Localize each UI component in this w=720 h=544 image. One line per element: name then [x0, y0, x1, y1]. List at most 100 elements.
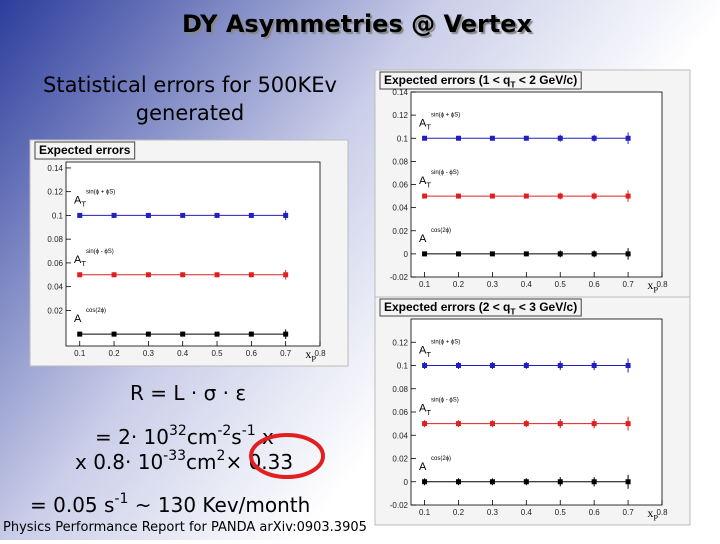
marker — [591, 421, 597, 427]
series-label: AT — [419, 117, 431, 131]
x-tick-label: 0.1 — [419, 508, 431, 517]
marker — [489, 479, 495, 485]
marker — [422, 135, 428, 141]
series-superscript: sin(ϕ + ϕS) — [86, 189, 115, 195]
x-tick-label: 0.5 — [555, 280, 567, 289]
x-tick-label: 0.3 — [487, 280, 499, 289]
text-piece: Expected errors (1 < q — [384, 73, 510, 87]
marker — [145, 212, 151, 218]
text-piece: cm — [187, 425, 217, 449]
x-tick-label: 0.1 — [74, 349, 86, 358]
marker — [625, 479, 631, 485]
marker — [283, 212, 289, 218]
x-tick-label: 0.7 — [623, 508, 635, 517]
series-label: AT — [419, 403, 431, 417]
series-superscript: sin(ϕ + ϕS) — [431, 340, 460, 346]
marker — [625, 135, 631, 141]
text-piece: P — [653, 514, 658, 523]
marker — [422, 251, 428, 257]
series-superscript: sin(ϕ - ϕS) — [86, 249, 114, 255]
marker — [625, 363, 631, 368]
marker — [523, 193, 529, 199]
text-piece: -1 — [242, 423, 256, 439]
marker — [422, 363, 428, 368]
series-label: A — [74, 313, 82, 325]
text-piece: < 2 GeV/c) — [516, 73, 578, 87]
marker — [248, 331, 254, 337]
text-piece: A — [74, 194, 82, 206]
marker — [111, 331, 117, 337]
marker — [489, 421, 495, 427]
text-piece: Expected errors — [39, 143, 131, 157]
marker — [625, 251, 631, 257]
marker — [422, 193, 428, 199]
x-tick-label: 0.6 — [246, 349, 258, 358]
marker — [214, 212, 220, 218]
marker — [591, 251, 597, 257]
y-tick-label: 0.08 — [392, 157, 408, 166]
marker — [591, 193, 597, 199]
text-piece: A — [419, 403, 427, 415]
series-superscript: sin(ϕ + ϕS) — [431, 112, 460, 118]
x-tick-label: 0.8 — [656, 280, 668, 289]
y-tick-label: 0.08 — [47, 235, 63, 244]
marker — [422, 479, 428, 485]
text-piece: x 0.8· 10 — [75, 450, 163, 474]
y-tick-label: 0.04 — [392, 431, 408, 440]
text-piece: A — [419, 117, 427, 129]
chart: Expected errors (1 < qT < 2 GeV/c)-0.020… — [374, 69, 691, 298]
x-tick-label: 0.1 — [419, 280, 431, 289]
x-tick-label: 0.2 — [453, 280, 465, 289]
y-tick-label: 0.06 — [47, 259, 63, 268]
x-tick-label: 0.2 — [108, 349, 120, 358]
y-tick-label: 0.06 — [392, 408, 408, 417]
text-piece: T — [81, 259, 86, 268]
x-tick-label: 0.8 — [314, 349, 326, 358]
y-tick-label: 0.12 — [392, 111, 408, 120]
text-piece: 2 — [217, 448, 226, 464]
marker — [625, 193, 631, 199]
series-superscript: cos(2ϕ) — [431, 228, 451, 234]
text-piece: P — [311, 355, 316, 364]
marker — [77, 212, 83, 218]
marker — [248, 212, 254, 218]
x-tick-label: 0.4 — [521, 508, 533, 517]
footer: Physics Performance Report for PANDA arX… — [3, 520, 367, 535]
marker — [489, 135, 495, 141]
y-tick-label: -0.02 — [390, 501, 409, 510]
text-piece: -2 — [217, 423, 231, 439]
text-piece: -33 — [163, 448, 186, 464]
marker — [455, 193, 461, 199]
plot-area — [410, 318, 663, 506]
text-piece: P — [653, 286, 658, 295]
marker — [455, 479, 461, 485]
title-box — [379, 298, 582, 317]
marker — [557, 135, 563, 141]
marker — [455, 251, 461, 257]
y-tick-label: 0.02 — [392, 455, 408, 464]
text-piece: x — [647, 506, 653, 520]
series-label: A — [419, 461, 427, 473]
marker — [422, 421, 428, 427]
text-piece: x — [647, 278, 653, 292]
y-tick-label: 0.04 — [392, 204, 408, 213]
series-label: A — [419, 233, 427, 245]
marker — [557, 251, 563, 257]
chart: Expected errors (2 < qT < 3 GeV/c)-0.020… — [374, 296, 691, 526]
marker — [591, 479, 597, 485]
text-piece: -1 — [114, 491, 128, 507]
chart-title: Expected errors — [39, 143, 131, 157]
y-tick-label: 0.02 — [47, 306, 63, 315]
x-axis-label: xP — [647, 278, 658, 295]
y-tick-label: 0.12 — [392, 338, 408, 347]
y-tick-label: 0 — [404, 250, 409, 259]
plot-area — [65, 161, 321, 347]
x-tick-label: 0.3 — [143, 349, 155, 358]
marker — [625, 421, 631, 427]
marker — [489, 363, 495, 368]
plot-area — [410, 91, 663, 278]
x-axis-label: xP — [647, 506, 658, 523]
y-tick-label: 0.1 — [52, 211, 64, 220]
marker — [455, 421, 461, 427]
marker — [523, 135, 529, 141]
